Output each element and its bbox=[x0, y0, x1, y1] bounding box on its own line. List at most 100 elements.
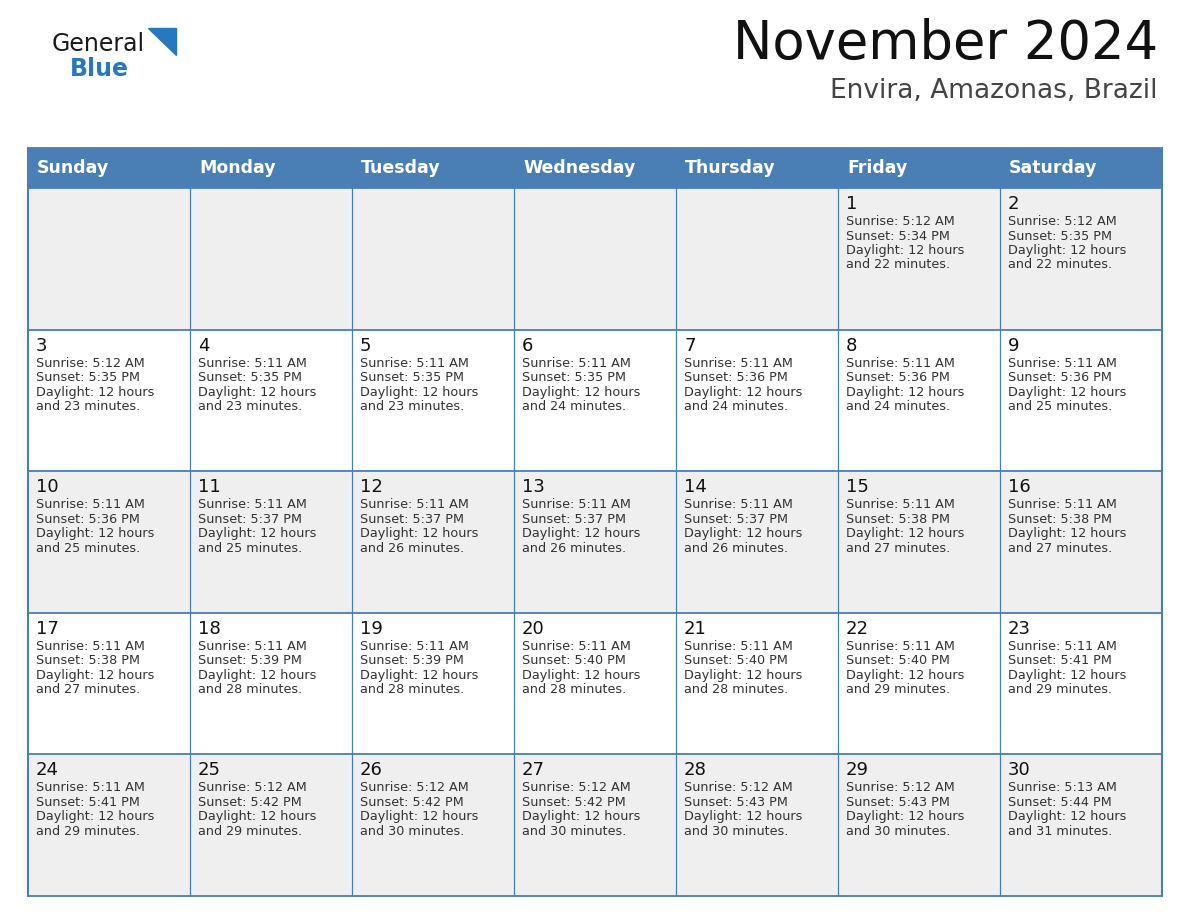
Text: Sunrise: 5:11 AM: Sunrise: 5:11 AM bbox=[522, 640, 631, 653]
Text: Sunrise: 5:11 AM: Sunrise: 5:11 AM bbox=[36, 498, 145, 511]
Text: Sunset: 5:41 PM: Sunset: 5:41 PM bbox=[36, 796, 140, 809]
Text: Sunrise: 5:12 AM: Sunrise: 5:12 AM bbox=[522, 781, 631, 794]
Text: Blue: Blue bbox=[70, 57, 129, 81]
Text: and 29 minutes.: and 29 minutes. bbox=[36, 825, 140, 838]
Text: Daylight: 12 hours: Daylight: 12 hours bbox=[360, 669, 479, 682]
Text: and 25 minutes.: and 25 minutes. bbox=[198, 542, 302, 554]
Text: Tuesday: Tuesday bbox=[361, 159, 441, 177]
Text: Sunset: 5:43 PM: Sunset: 5:43 PM bbox=[684, 796, 788, 809]
Text: Sunset: 5:44 PM: Sunset: 5:44 PM bbox=[1007, 796, 1112, 809]
Text: Sunrise: 5:11 AM: Sunrise: 5:11 AM bbox=[1007, 498, 1117, 511]
Text: and 28 minutes.: and 28 minutes. bbox=[360, 683, 465, 696]
Text: Sunrise: 5:12 AM: Sunrise: 5:12 AM bbox=[360, 781, 469, 794]
Text: 5: 5 bbox=[360, 337, 372, 354]
Text: Sunrise: 5:12 AM: Sunrise: 5:12 AM bbox=[36, 356, 145, 370]
Text: 23: 23 bbox=[1007, 620, 1031, 638]
Text: Sunset: 5:38 PM: Sunset: 5:38 PM bbox=[846, 512, 950, 526]
Text: Sunset: 5:36 PM: Sunset: 5:36 PM bbox=[1007, 371, 1112, 384]
Text: and 29 minutes.: and 29 minutes. bbox=[198, 825, 302, 838]
Bar bbox=[190, 148, 352, 188]
Text: 8: 8 bbox=[846, 337, 858, 354]
Text: Daylight: 12 hours: Daylight: 12 hours bbox=[846, 811, 965, 823]
Text: Sunrise: 5:11 AM: Sunrise: 5:11 AM bbox=[198, 356, 307, 370]
Text: Daylight: 12 hours: Daylight: 12 hours bbox=[1007, 244, 1126, 257]
Text: 20: 20 bbox=[522, 620, 545, 638]
Text: and 30 minutes.: and 30 minutes. bbox=[360, 825, 465, 838]
Text: 9: 9 bbox=[1007, 337, 1019, 354]
Text: 19: 19 bbox=[360, 620, 383, 638]
Text: General: General bbox=[52, 32, 145, 56]
Text: Sunset: 5:42 PM: Sunset: 5:42 PM bbox=[522, 796, 626, 809]
Text: Sunset: 5:40 PM: Sunset: 5:40 PM bbox=[846, 655, 950, 667]
Text: Daylight: 12 hours: Daylight: 12 hours bbox=[1007, 386, 1126, 398]
Text: Daylight: 12 hours: Daylight: 12 hours bbox=[198, 669, 316, 682]
Text: Daylight: 12 hours: Daylight: 12 hours bbox=[36, 669, 154, 682]
Text: Sunset: 5:36 PM: Sunset: 5:36 PM bbox=[684, 371, 788, 384]
Text: Sunset: 5:35 PM: Sunset: 5:35 PM bbox=[198, 371, 302, 384]
Text: and 28 minutes.: and 28 minutes. bbox=[198, 683, 302, 696]
Text: Daylight: 12 hours: Daylight: 12 hours bbox=[198, 811, 316, 823]
Bar bbox=[29, 148, 190, 188]
Text: and 29 minutes.: and 29 minutes. bbox=[846, 683, 950, 696]
Text: 11: 11 bbox=[198, 478, 221, 497]
Text: 29: 29 bbox=[846, 761, 868, 779]
Text: Sunset: 5:40 PM: Sunset: 5:40 PM bbox=[522, 655, 626, 667]
Text: 12: 12 bbox=[360, 478, 383, 497]
Text: Sunset: 5:38 PM: Sunset: 5:38 PM bbox=[36, 655, 140, 667]
Text: 10: 10 bbox=[36, 478, 58, 497]
Text: and 29 minutes.: and 29 minutes. bbox=[1007, 683, 1112, 696]
Bar bbox=[514, 148, 676, 188]
Text: 6: 6 bbox=[522, 337, 533, 354]
Text: Thursday: Thursday bbox=[685, 159, 776, 177]
Text: Sunset: 5:43 PM: Sunset: 5:43 PM bbox=[846, 796, 950, 809]
Text: 2: 2 bbox=[1007, 195, 1019, 213]
Text: and 25 minutes.: and 25 minutes. bbox=[36, 542, 140, 554]
Text: Daylight: 12 hours: Daylight: 12 hours bbox=[846, 669, 965, 682]
Text: and 23 minutes.: and 23 minutes. bbox=[360, 400, 465, 413]
Text: and 27 minutes.: and 27 minutes. bbox=[36, 683, 140, 696]
Text: 25: 25 bbox=[198, 761, 221, 779]
Text: Daylight: 12 hours: Daylight: 12 hours bbox=[198, 386, 316, 398]
Text: Sunrise: 5:13 AM: Sunrise: 5:13 AM bbox=[1007, 781, 1117, 794]
Text: Daylight: 12 hours: Daylight: 12 hours bbox=[846, 386, 965, 398]
Text: Daylight: 12 hours: Daylight: 12 hours bbox=[684, 669, 802, 682]
Text: Saturday: Saturday bbox=[1009, 159, 1098, 177]
Text: Monday: Monday bbox=[200, 159, 276, 177]
Text: Sunrise: 5:12 AM: Sunrise: 5:12 AM bbox=[684, 781, 792, 794]
Text: Sunrise: 5:11 AM: Sunrise: 5:11 AM bbox=[360, 356, 469, 370]
Text: 1: 1 bbox=[846, 195, 858, 213]
Text: Sunset: 5:36 PM: Sunset: 5:36 PM bbox=[36, 512, 140, 526]
Text: 17: 17 bbox=[36, 620, 59, 638]
Bar bbox=[29, 188, 1162, 330]
Text: Sunset: 5:39 PM: Sunset: 5:39 PM bbox=[198, 655, 302, 667]
Text: and 25 minutes.: and 25 minutes. bbox=[1007, 400, 1112, 413]
Text: Daylight: 12 hours: Daylight: 12 hours bbox=[1007, 669, 1126, 682]
Text: and 27 minutes.: and 27 minutes. bbox=[846, 542, 950, 554]
Text: Daylight: 12 hours: Daylight: 12 hours bbox=[522, 386, 640, 398]
Text: 3: 3 bbox=[36, 337, 48, 354]
Text: Sunset: 5:42 PM: Sunset: 5:42 PM bbox=[360, 796, 463, 809]
Text: Sunrise: 5:11 AM: Sunrise: 5:11 AM bbox=[36, 781, 145, 794]
Bar bbox=[352, 148, 514, 188]
Text: Daylight: 12 hours: Daylight: 12 hours bbox=[684, 386, 802, 398]
Text: 4: 4 bbox=[198, 337, 209, 354]
Text: Sunset: 5:38 PM: Sunset: 5:38 PM bbox=[1007, 512, 1112, 526]
Text: Sunset: 5:40 PM: Sunset: 5:40 PM bbox=[684, 655, 788, 667]
Polygon shape bbox=[148, 28, 176, 55]
Bar bbox=[29, 330, 1162, 471]
Text: Sunrise: 5:11 AM: Sunrise: 5:11 AM bbox=[36, 640, 145, 653]
Bar bbox=[29, 755, 1162, 896]
Bar bbox=[676, 148, 838, 188]
Text: 7: 7 bbox=[684, 337, 695, 354]
Text: and 26 minutes.: and 26 minutes. bbox=[522, 542, 626, 554]
Text: Sunrise: 5:11 AM: Sunrise: 5:11 AM bbox=[846, 356, 955, 370]
Text: and 23 minutes.: and 23 minutes. bbox=[36, 400, 140, 413]
Text: Sunset: 5:41 PM: Sunset: 5:41 PM bbox=[1007, 655, 1112, 667]
Bar bbox=[838, 148, 1000, 188]
Text: Sunrise: 5:11 AM: Sunrise: 5:11 AM bbox=[846, 640, 955, 653]
Text: Daylight: 12 hours: Daylight: 12 hours bbox=[36, 811, 154, 823]
Text: and 28 minutes.: and 28 minutes. bbox=[522, 683, 626, 696]
Text: Sunset: 5:35 PM: Sunset: 5:35 PM bbox=[522, 371, 626, 384]
Text: 24: 24 bbox=[36, 761, 59, 779]
Text: Daylight: 12 hours: Daylight: 12 hours bbox=[846, 244, 965, 257]
